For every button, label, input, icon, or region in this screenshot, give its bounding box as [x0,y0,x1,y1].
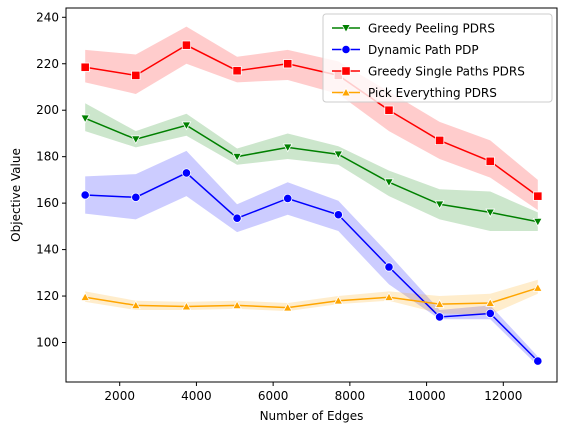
series-1-point [232,213,242,223]
series-0-point [434,200,445,210]
legend-entry-label: Pick Everything PDRS [368,86,497,100]
series-3-point [181,301,192,311]
y-axis-label: Objective Value [9,148,23,242]
legend-marker [341,24,351,34]
series-0-point [485,208,496,218]
series-1-point [80,190,90,200]
y-tick-label: 140 [36,243,59,257]
series-3-point [282,302,293,312]
series-lines [84,44,539,362]
series-2-line [85,44,539,197]
series-3-point [333,295,344,305]
y-tick-label: 160 [36,196,59,210]
series-2-point [485,156,495,166]
series-1-point [283,193,293,204]
y-tick-label: 240 [36,10,59,24]
legend-marker [341,66,351,76]
series-2-point [283,59,293,69]
y-axis: 100 120 140 160 180 200 220 240 [36,10,66,350]
series-3-point [232,300,242,310]
plot-frame [65,7,558,383]
legend-frame [322,13,553,103]
legend-entry-label: Greedy Peeling PDRS [368,22,495,36]
y-tick-label: 180 [36,150,59,164]
series-0-line [84,117,538,223]
series-3-point [485,297,496,307]
series-2-confidence-band [85,26,538,211]
series-3-point [384,292,394,301]
series-0-confidence-band [85,103,538,232]
series-0-point [181,121,192,131]
series-0-point [130,135,141,145]
y-tick-label: 100 [36,336,59,350]
series-1-point [485,308,495,319]
x-tick-label: 12000 [484,389,522,403]
series-1-point [435,312,445,322]
series-2-point [131,70,141,80]
series-1-point [131,192,141,202]
series-3-point [532,282,543,292]
series-2-point [232,66,242,76]
series-3-confidence-band [85,279,538,315]
series-2-point [533,191,543,201]
x-axis: 2000 4000 6000 8000 10000 12000 [104,382,522,403]
series-1-point [533,356,543,366]
x-tick-label: 8000 [335,389,366,403]
series-3-line [85,287,539,309]
series-0-point [232,152,242,162]
series-0-point [532,217,543,227]
legend: Greedy Peeling PDRS Dynamic Path PDP Greed… [322,13,553,103]
series-2-point [80,62,90,72]
series-3-point [130,300,141,310]
x-tick-label: 10000 [407,389,445,403]
x-axis-label: Number of Edges [260,409,364,423]
legend-marker [341,44,351,55]
series-1-point [181,168,192,178]
y-tick-label: 220 [36,57,59,71]
x-tick-label: 2000 [104,389,135,403]
series-2-point [435,135,445,146]
series-0-point [333,150,344,160]
series-1-point [333,210,343,220]
y-tick-label: 120 [36,289,59,303]
series-0-point [384,178,394,188]
series-1-confidence-band [85,150,538,366]
legend-marker [341,87,351,97]
series-3-point [80,292,91,301]
series-2-point [384,105,394,115]
series-3-point [434,299,445,308]
legend-entry-label: Greedy Single Paths PDRS [368,65,525,79]
series-markers [80,40,543,366]
series-1-line [85,172,539,362]
series-0-point [282,143,293,153]
y-tick-label: 200 [36,103,59,117]
x-tick-label: 4000 [181,389,212,403]
legend-entry-label: Dynamic Path PDP [368,43,479,57]
series-1-point [384,262,394,272]
series-0-point [80,114,91,124]
x-tick-label: 6000 [258,389,289,403]
series-2-point [181,40,192,50]
